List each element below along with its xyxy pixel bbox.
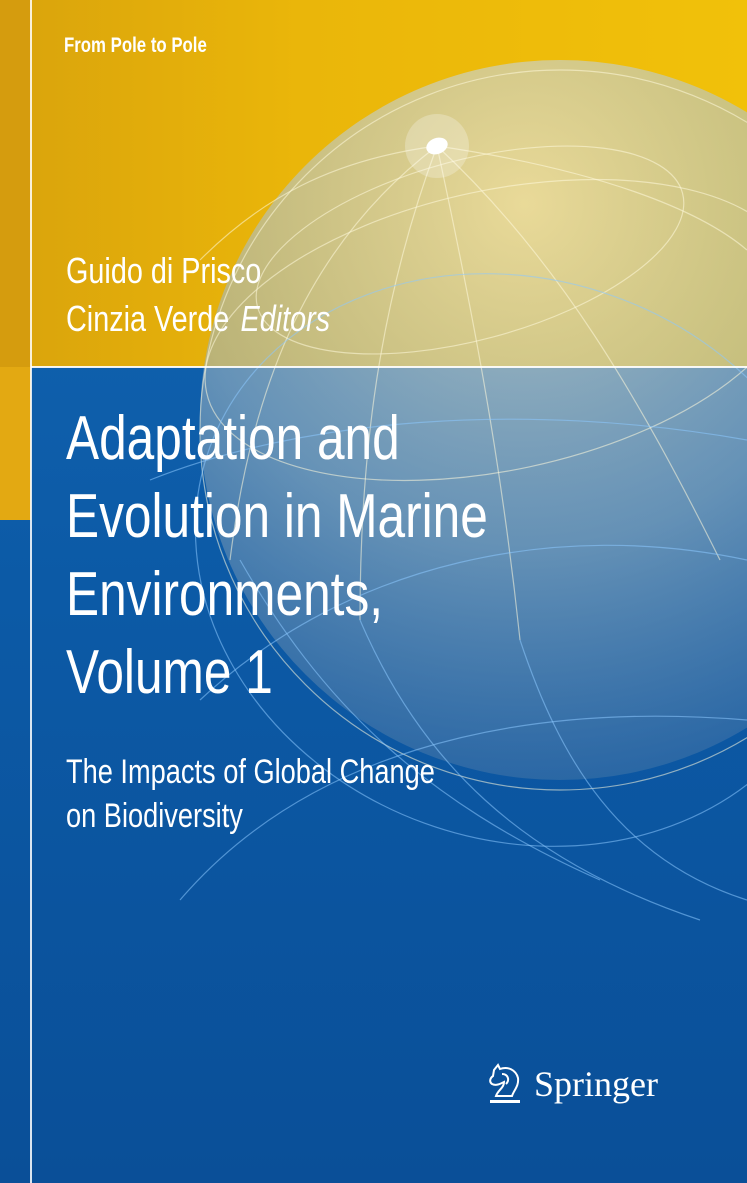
editor-name: Cinzia Verde — [66, 298, 230, 339]
left-strip-lower — [0, 367, 31, 520]
vertical-rule — [30, 0, 32, 1183]
subtitle-line: on Biodiversity — [66, 797, 243, 835]
title-line: Adaptation and — [66, 404, 400, 473]
editors-label: Editors — [240, 298, 331, 339]
publisher-logo: Springer — [484, 1062, 658, 1106]
series-title: From Pole to Pole — [64, 34, 207, 57]
title-line: Environments, — [66, 560, 384, 629]
left-strip — [0, 0, 31, 367]
title-line: Evolution in Marine — [66, 482, 488, 551]
subtitle-line: The Impacts of Global Change — [66, 753, 435, 791]
publisher-name: Springer — [534, 1064, 658, 1104]
editor-name: Guido di Prisco — [66, 250, 262, 291]
title-line: Volume 1 — [66, 638, 273, 707]
book-subtitle: The Impacts of Global Change on Biodiver… — [66, 750, 435, 838]
book-title: Adaptation and Evolution in Marine Envir… — [66, 400, 488, 712]
springer-horse-icon — [489, 1063, 520, 1103]
horizontal-rule — [31, 366, 747, 368]
editor-line: Cinzia Verde Editors — [66, 298, 330, 340]
